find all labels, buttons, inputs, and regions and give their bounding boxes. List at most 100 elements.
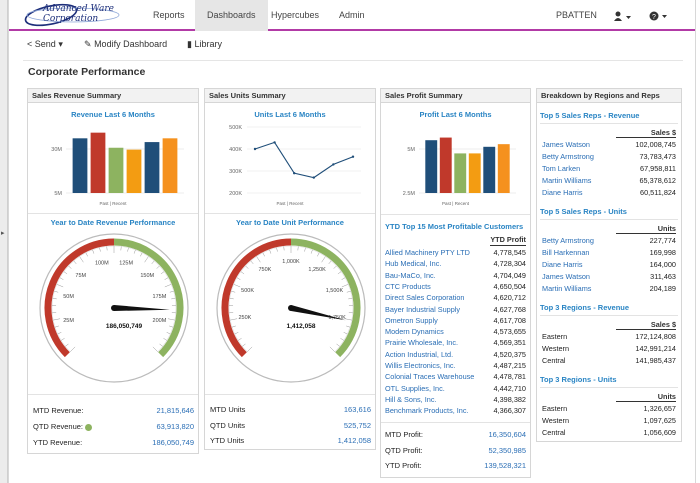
data-point[interactable] [273, 141, 276, 144]
nav-reports[interactable]: Reports [153, 10, 185, 20]
gauge-tick [321, 256, 326, 263]
bar[interactable] [483, 146, 496, 193]
qtd-units-value: 525,752 [343, 421, 371, 430]
revenue-gauge[interactable]: 25M 50M 75M 100M 125M 150M 175M 200M 186,050,749 [36, 230, 192, 386]
gauge-tick-label: 1,500K [326, 288, 344, 294]
gauge-tick-label: 750K [258, 267, 271, 273]
customer-link[interactable]: Prairie Wholesale, Inc. [385, 338, 458, 348]
gauge-tick-label: 75M [75, 273, 86, 279]
breakdown-row: Central 1,056,609 [542, 428, 676, 439]
customer-link[interactable]: Benchmark Products, Inc. [385, 406, 469, 416]
nav-admin[interactable]: Admin [339, 10, 365, 20]
customer-link[interactable]: Allied Machinery PTY LTD [385, 248, 470, 257]
library-button[interactable]: ▮ Library [187, 39, 222, 50]
customer-link[interactable]: Bau-MaCo, Inc. [385, 270, 436, 280]
data-point[interactable] [293, 172, 296, 175]
bar[interactable] [454, 153, 467, 193]
gauge-tick [233, 284, 241, 288]
gauge-green-band [290, 238, 361, 358]
gauge-tick [144, 256, 149, 263]
units-line-chart[interactable]: 200K 300K 400K 500K [205, 119, 375, 209]
user-menu[interactable]: PBATTEN [556, 10, 597, 20]
rep-link[interactable]: Martin Williams [542, 176, 592, 185]
data-point[interactable] [351, 155, 355, 158]
rep-link[interactable]: Bill Harkennan [542, 248, 590, 257]
bar[interactable] [439, 137, 452, 193]
gauge-tick [341, 284, 349, 288]
gauge-tick [164, 277, 169, 280]
customer-link[interactable]: OTL Supplies, Inc. [385, 383, 445, 393]
ytd-units-value: 1,412,058 [337, 436, 371, 445]
customer-row: Colonial Traces Warehouse 4,478,781 [385, 372, 526, 383]
help-icon[interactable]: ? [649, 0, 669, 31]
bar[interactable] [72, 138, 88, 193]
user-icon[interactable] [613, 0, 631, 31]
rep-link[interactable]: Betty Armstrong [542, 236, 594, 245]
rep-link[interactable]: Betty Armstrong [542, 152, 594, 161]
company-logo[interactable]: Advanced Ware Corporation [21, 2, 131, 28]
gauge-tick [57, 332, 62, 335]
customer-link[interactable]: CTC Products [385, 281, 431, 291]
y-tick-label: 5M [407, 147, 415, 153]
nav-hypercubes[interactable]: Hypercubes [271, 10, 320, 20]
qtd-units-label: QTD Units [210, 421, 246, 430]
gauge-tick [230, 318, 238, 321]
bar[interactable] [162, 138, 178, 193]
bar[interactable] [425, 140, 438, 193]
expand-arrow-icon[interactable]: ▸ [1, 230, 5, 237]
customer-link[interactable]: Bayer Industrial Supply [385, 304, 461, 314]
dashboard-toolbar: < Send ▾ ✎ Modify Dashboard ▮ Library [9, 33, 695, 58]
rep-link[interactable]: Martin Williams [542, 284, 592, 293]
customer-link[interactable]: Modern Dynamics [385, 327, 444, 337]
data-point[interactable] [253, 147, 257, 151]
customer-link[interactable]: Hub Medical, Inc. [385, 259, 442, 269]
send-button[interactable]: < Send ▾ [27, 39, 63, 50]
gauge-tick [329, 346, 336, 353]
rep-link[interactable]: Diane Harris [542, 188, 583, 197]
bar[interactable] [108, 147, 124, 193]
bar[interactable] [90, 132, 106, 193]
svg-text:?: ? [652, 14, 656, 21]
rep-link[interactable]: James Watson [542, 140, 590, 149]
units-gauge[interactable]: 250K500K750K1,000K1,250K1,500K1,750K1,41… [213, 230, 369, 386]
gauge-tick [73, 260, 77, 265]
y-tick-label: 2.5M [403, 191, 416, 197]
customer-link[interactable]: Ometron Supply [385, 315, 438, 325]
breakdown-value: 311,463 [650, 272, 676, 281]
gauge-hub [288, 305, 294, 311]
customer-link[interactable]: Direct Sales Corporation [385, 293, 465, 303]
breakdown-value: 65,378,612 [639, 176, 676, 185]
bar[interactable] [497, 144, 510, 193]
gauge-tick [167, 318, 175, 321]
customer-link[interactable]: Colonial Traces Warehouse [385, 372, 475, 382]
data-point[interactable] [332, 163, 335, 166]
rep-link[interactable]: Tom Larken [542, 164, 581, 173]
breakdown-panel: Breakdown by Regions and Reps Top 5 Sale… [536, 88, 682, 442]
modify-dashboard-button[interactable]: ✎ Modify Dashboard [84, 39, 167, 50]
gauge-tick-label: 150M [140, 273, 154, 279]
gauge-tick-label: 125M [119, 261, 133, 267]
gauge-tick-label: 175M [153, 294, 167, 300]
ytd-revenue-label: YTD Revenue: [33, 438, 83, 447]
mtd-units-value: 163,616 [343, 405, 371, 414]
y-tick-label: 30M [51, 147, 62, 153]
customer-link[interactable]: Willis Electronics, Inc. [385, 361, 456, 370]
customer-row: Modern Dynamics 4,573,655 [385, 327, 526, 338]
customer-row: Allied Machinery PTY LTD 4,778,545 [385, 248, 526, 259]
breakdown-value: 142,991,214 [635, 344, 676, 353]
customer-link[interactable]: Hill & Sons, Inc. [385, 394, 437, 404]
left-collapse-bar[interactable]: ▸ [0, 0, 8, 483]
gauge-tick [63, 271, 68, 275]
bar[interactable] [126, 149, 142, 193]
data-point[interactable] [312, 176, 315, 179]
qtd-revenue-label: QTD Revenue: [33, 422, 93, 431]
revenue-bar-chart[interactable]: 5M 30M [28, 119, 198, 209]
profit-bar-chart[interactable]: 2.5M 5M [381, 119, 530, 209]
customer-profit-value: 4,478,781 [493, 372, 526, 382]
customer-link[interactable]: Action Industrial, Ltd. [385, 349, 454, 359]
rep-link[interactable]: James Watson [542, 272, 590, 281]
bar[interactable] [468, 153, 481, 193]
rep-link[interactable]: Diane Harris [542, 260, 583, 269]
bar[interactable] [144, 142, 160, 193]
nav-dashboards[interactable]: Dashboards [195, 0, 268, 31]
